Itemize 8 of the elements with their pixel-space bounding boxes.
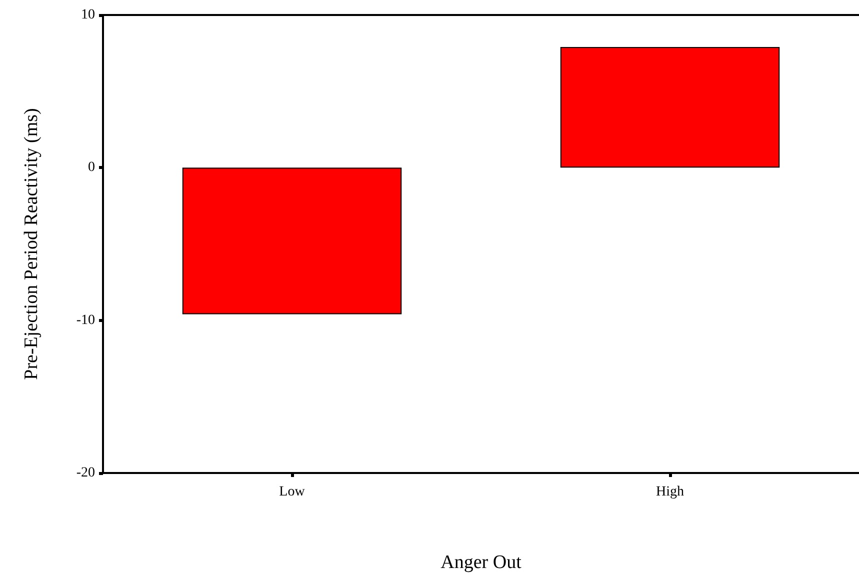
y-tick-label: -10 [76, 312, 95, 328]
y-axis-title: Pre-Ejection Period Reactivity (ms) [21, 108, 42, 380]
x-tick-label: Low [279, 484, 306, 500]
y-tick-label: 10 [81, 8, 95, 22]
y-tick-label: 0 [88, 160, 95, 176]
x-tick-label: High [656, 484, 684, 500]
y-tick-label: -20 [76, 466, 95, 480]
x-axis-title: Anger Out [440, 552, 522, 573]
